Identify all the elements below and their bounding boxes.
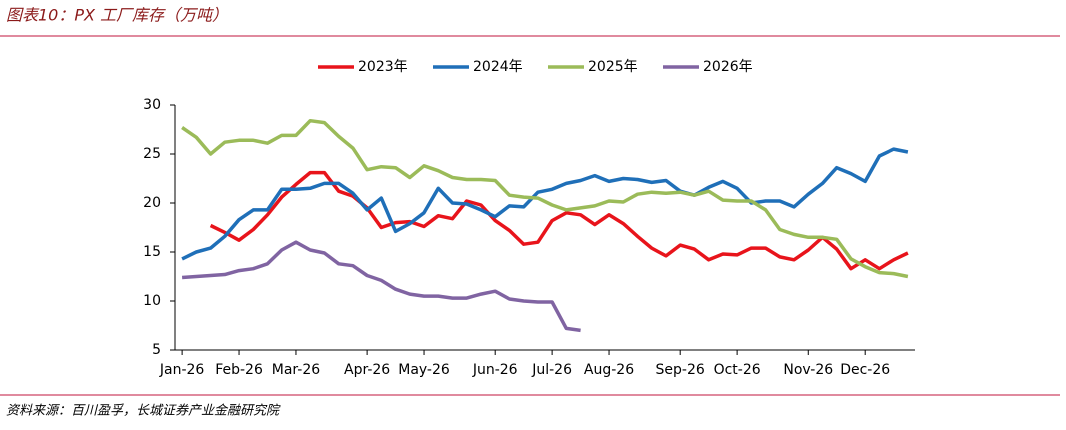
x-tick-label: Jun-26	[472, 362, 518, 378]
y-tick-label: 25	[143, 146, 161, 162]
y-tick-label: 10	[143, 293, 161, 309]
x-tick-label: Dec-26	[840, 362, 890, 378]
legend-label: 2025年	[588, 59, 638, 75]
x-tick-label: Mar-26	[272, 362, 320, 378]
y-tick-label: 20	[143, 195, 161, 211]
y-tick-label: 15	[143, 244, 161, 260]
x-tick-label: Sep-26	[656, 362, 705, 378]
series-line	[181, 118, 909, 279]
x-tick-label: Jul-26	[531, 362, 572, 378]
chart-title: 图表10：PX 工厂库存（万吨）	[6, 6, 228, 25]
series-line	[181, 147, 909, 261]
x-tick-label: Apr-26	[344, 362, 390, 378]
x-tick-label: Oct-26	[714, 362, 761, 378]
legend-label: 2023年	[358, 59, 408, 75]
y-tick-label: 5	[152, 342, 161, 358]
x-tick-label: Feb-26	[215, 362, 263, 378]
source: 资料来源：百川盈孚，长城证券产业金融研究院	[6, 403, 281, 419]
x-tick-label: May-26	[398, 362, 450, 378]
x-tick-label: Nov-26	[783, 362, 833, 378]
y-tick-label: 30	[143, 97, 161, 113]
series-line	[209, 170, 909, 271]
legend-label: 2026年	[703, 59, 753, 75]
legend-label: 2024年	[473, 59, 523, 75]
series-line	[181, 240, 581, 333]
x-tick-label: Jan-26	[159, 362, 205, 378]
x-tick-label: Aug-26	[584, 362, 634, 378]
